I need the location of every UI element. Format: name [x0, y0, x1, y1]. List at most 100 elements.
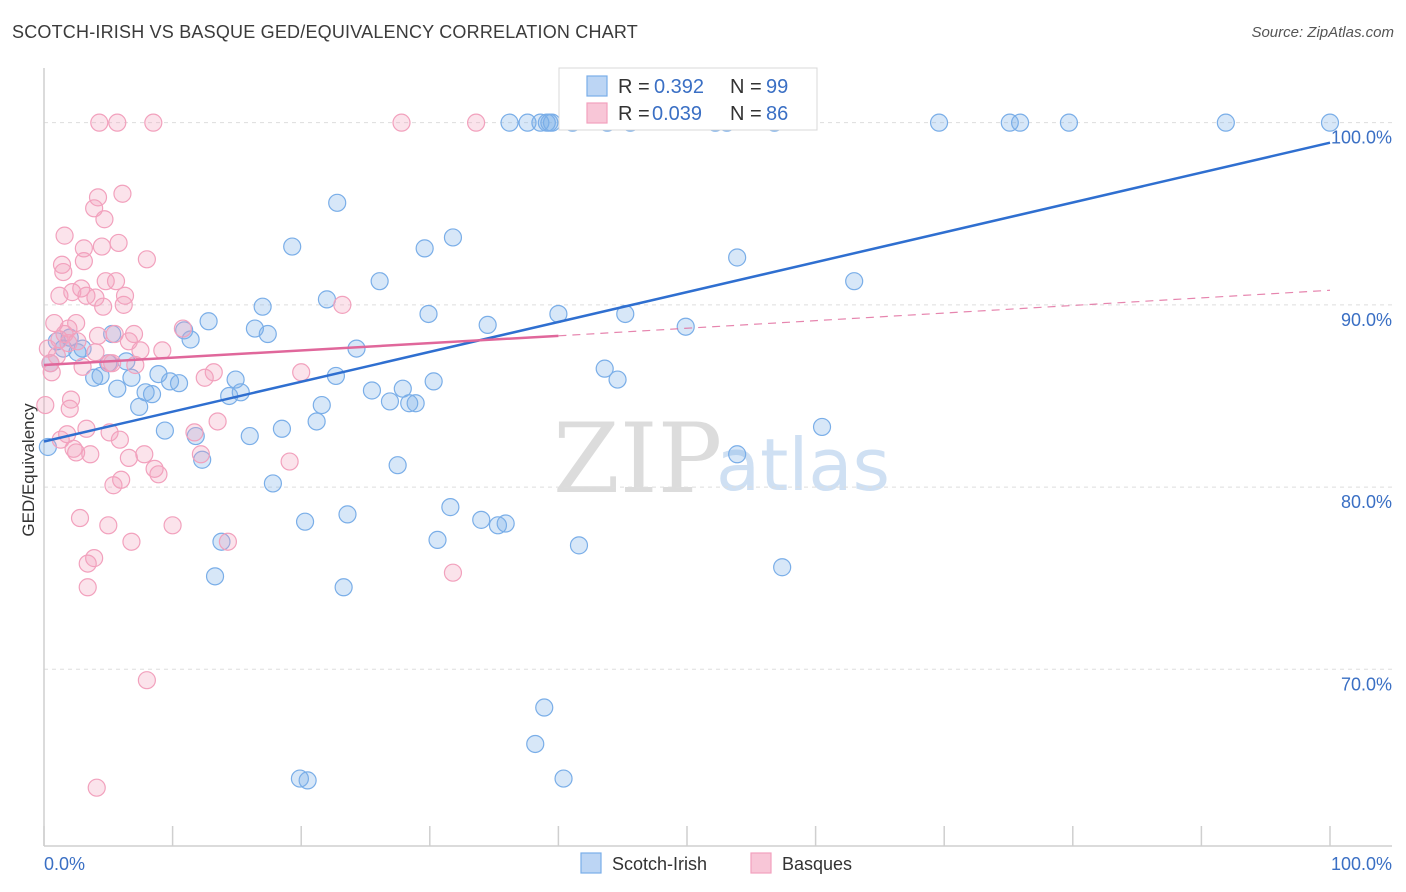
- basques-point-35: [88, 188, 108, 207]
- basques-point-81: [68, 332, 87, 351]
- scotch-irish-point-20: [169, 374, 189, 393]
- basques-trend-line-extension: [558, 289, 1331, 337]
- scotch-irish-point-89: [773, 558, 792, 577]
- scotch-irish-point-94: [1010, 113, 1030, 132]
- y-tick-labels: 70.0% 80.0% 90.0% 100.0%: [1331, 128, 1392, 695]
- y-tick-label-100: 100.0%: [1331, 128, 1392, 148]
- basques-point-48: [109, 233, 128, 253]
- basques-point-36: [90, 113, 109, 132]
- basques-point-33: [88, 326, 108, 345]
- scotch-irish-point-33: [253, 297, 272, 316]
- basques-point-84: [103, 354, 122, 373]
- scotch-irish-point-16: [142, 385, 162, 404]
- basques-point-11: [54, 262, 73, 282]
- basques-point-59: [135, 445, 154, 464]
- basques-point-68: [185, 423, 204, 442]
- scotch-irish-point-18: [155, 421, 174, 440]
- basques-point-52: [114, 295, 133, 314]
- basques-point-37: [92, 237, 111, 256]
- basques-point-75: [292, 363, 311, 382]
- scotch-irish-point-75: [554, 769, 573, 788]
- bottom-legend-label-basques: Basques: [782, 854, 852, 874]
- legend-swatch-scotch-irish: [586, 75, 608, 97]
- basques-point-61: [137, 671, 156, 690]
- scotch-irish-point-65: [496, 514, 515, 533]
- scotch-irish-point-70: [535, 698, 554, 717]
- scotch-irish-point-55: [406, 394, 425, 413]
- basques-point-30: [85, 549, 104, 568]
- scotch-irish-point-19: [160, 372, 180, 391]
- scotch-irish-point-62: [472, 510, 491, 529]
- y-tick-label-80: 80.0%: [1341, 492, 1392, 512]
- basques-point-65: [153, 341, 172, 360]
- basques-point-24: [74, 252, 93, 271]
- scotch-irish-point-59: [428, 530, 447, 550]
- basques-point-3: [42, 363, 61, 382]
- scotch-irish-point-46: [338, 505, 357, 524]
- basques-point-51: [113, 184, 132, 203]
- legend-r-label-2: R =: [618, 103, 650, 125]
- scotch-irish-point-15: [136, 383, 155, 402]
- scotch-irish-point-51: [380, 392, 400, 411]
- bottom-legend-swatch-scotch-irish: [580, 852, 602, 874]
- legend-r-value-2: 0.039: [652, 103, 702, 125]
- basques-point-64: [149, 465, 168, 484]
- basques-point-62: [144, 113, 163, 132]
- series-scotch-irish-points: [38, 113, 1340, 790]
- x-tick-label-min: 0.0%: [44, 854, 85, 874]
- scotch-irish-point-96: [1216, 113, 1235, 132]
- scotch-irish-point-45: [334, 578, 353, 597]
- stats-legend: R = 0.392 N = 99 R = 0.039 N = 86: [558, 67, 818, 131]
- legend-n-label-1: N =: [730, 76, 762, 98]
- legend-n-label-2: N =: [730, 103, 762, 125]
- scotch-irish-point-97: [1320, 113, 1340, 132]
- scotch-irish-point-67: [518, 113, 537, 132]
- scotch-irish-point-39: [298, 771, 317, 790]
- basques-point-70: [191, 445, 210, 464]
- basques-point-80: [86, 343, 105, 362]
- basques-point-50: [112, 470, 131, 489]
- scotch-irish-point-80: [608, 370, 627, 389]
- scotch-irish-point-58: [424, 372, 443, 391]
- basques-point-83: [73, 357, 92, 376]
- basques-point-77: [392, 113, 411, 132]
- basques-point-79: [466, 113, 486, 132]
- scotch-irish-point-31: [240, 426, 259, 446]
- basques-point-69: [195, 368, 214, 387]
- series-legend: Scotch-Irish Basques: [580, 852, 852, 874]
- y-axis-label: GED/Equivalency: [19, 403, 38, 537]
- basques-point-23: [74, 239, 93, 258]
- basques-point-32: [86, 288, 105, 307]
- scotch-irish-point-86: [728, 445, 747, 464]
- basques-point-20: [67, 443, 86, 462]
- bottom-legend-label-scotch-irish: Scotch-Irish: [612, 854, 707, 874]
- basques-point-0: [36, 395, 55, 415]
- basques-point-67: [173, 319, 192, 338]
- y-tick-label-90: 90.0%: [1341, 310, 1392, 330]
- scotch-irish-point-73: [537, 113, 556, 132]
- basques-point-54: [119, 448, 138, 468]
- basques-point-45: [105, 324, 124, 344]
- x-tick-label-max: 100.0%: [1331, 854, 1392, 874]
- scotch-irish-point-66: [500, 113, 519, 132]
- basques-point-71: [204, 363, 223, 382]
- basques-point-26: [77, 419, 96, 438]
- basques-point-72: [208, 412, 227, 431]
- basques-point-55: [122, 532, 141, 551]
- basques-point-85: [119, 332, 138, 351]
- scotch-irish-point-7: [85, 368, 104, 387]
- scotch-irish-trend-line: [43, 141, 1331, 443]
- basques-point-47: [108, 113, 127, 132]
- basques-point-46: [106, 272, 126, 291]
- basques-point-25: [77, 286, 96, 305]
- scotch-irish-point-25: [199, 312, 218, 331]
- series-basques-points: [36, 113, 486, 797]
- bottom-legend-swatch-basques: [750, 852, 772, 874]
- scotch-irish-point-60: [441, 498, 460, 517]
- y-tick-label-70: 70.0%: [1341, 674, 1392, 694]
- basques-point-38: [94, 297, 113, 316]
- scotch-irish-point-83: [676, 317, 695, 336]
- basques-point-53: [115, 286, 135, 305]
- basques-trend-line: [43, 334, 559, 367]
- scotch-irish-point-92: [929, 113, 949, 132]
